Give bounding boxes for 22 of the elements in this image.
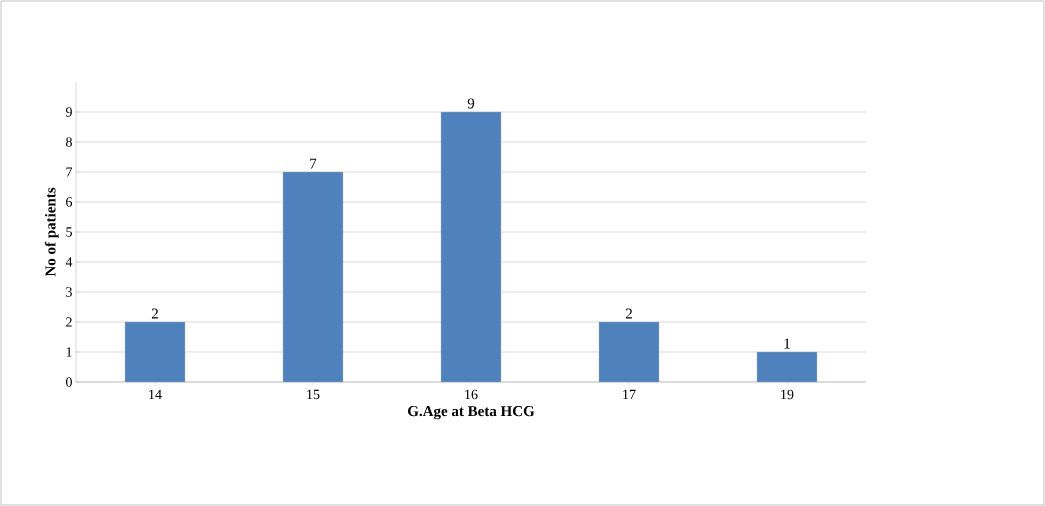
- data-label: 2: [625, 308, 632, 319]
- y-tick-label: 5: [66, 227, 72, 237]
- x-tick-label: 19: [781, 389, 794, 400]
- data-label: 1: [784, 338, 790, 349]
- y-axis-title: No of patients: [44, 187, 59, 277]
- y-tick-label: 3: [66, 287, 72, 297]
- x-tick-label: 14: [149, 389, 162, 400]
- data-label: 9: [467, 98, 475, 109]
- y-tick-label: 4: [65, 257, 73, 267]
- y-tick-label: 6: [66, 197, 73, 207]
- y-tick-label: 7: [66, 167, 73, 177]
- data-label: 2: [151, 308, 158, 319]
- x-axis-title: G.Age at Beta HCG: [408, 406, 535, 420]
- data-label: 7: [310, 158, 317, 169]
- y-tick-label: 9: [65, 107, 72, 117]
- x-tick-label: 17: [623, 389, 636, 400]
- y-tick-label: 0: [66, 377, 72, 387]
- x-tick-label: 16: [465, 389, 478, 400]
- y-tick-label: 8: [66, 137, 72, 147]
- y-tick-label: 2: [66, 317, 72, 327]
- x-tick-label: 15: [307, 389, 320, 400]
- y-tick-label: 1: [66, 347, 72, 357]
